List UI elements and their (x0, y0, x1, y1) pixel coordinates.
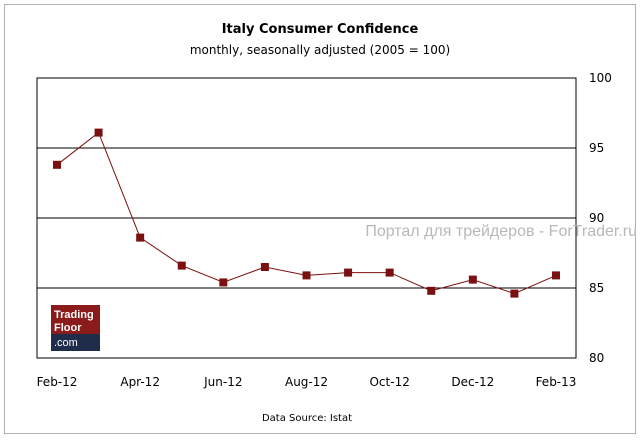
data-point-Jul-12 (260, 263, 269, 271)
data-point-Feb-13 (552, 271, 560, 280)
x-axis-ticks: Feb-12 Apr-12 Jun-12 Aug-12 Oct-12 Dec-12 Feb-… (37, 375, 577, 389)
data-point-Oct-12 (385, 268, 394, 277)
chart-title: Italy Consumer Confidence (222, 22, 419, 37)
logo-line-3: .com (54, 337, 78, 349)
x-tick-label-Apr-12: Apr-12 (120, 375, 160, 389)
y-tick-label-90: 90 (589, 211, 604, 225)
data-point-Apr-12 (136, 233, 145, 242)
y-axis-ticks: 80 85 90 95 100 (589, 71, 612, 365)
logo-bottom-block (51, 334, 100, 351)
data-point-Aug-12 (302, 271, 311, 280)
tradingfloor-logo: Trading Floor .com (51, 305, 100, 351)
x-tick-label-Feb-13: Feb-13 (536, 375, 577, 389)
y-tick-label-100: 100 (589, 71, 612, 85)
data-point-Mar-12 (94, 128, 103, 137)
y-tick-label-85: 85 (589, 281, 604, 295)
x-tick-label-Oct-12: Oct-12 (369, 375, 409, 389)
data-point-Dec-12 (468, 275, 477, 284)
gridlines (37, 147, 576, 289)
data-point-Jan-13 (510, 289, 519, 298)
series-line-0 (56, 131, 557, 295)
logo-top-block (51, 305, 100, 334)
data-point-Feb-12 (53, 160, 61, 169)
x-tick-label-Jun-12: Jun-12 (203, 375, 242, 389)
watermark-text: Портал для трейдеров - ForTrader.ru (365, 223, 637, 240)
data-point-Sep-12 (344, 268, 353, 277)
chart-subtitle: monthly, seasonally adjusted (2005 = 100… (190, 43, 450, 57)
data-point-Nov-12 (427, 286, 436, 295)
x-tick-label-Feb-12: Feb-12 (37, 375, 78, 389)
series-group (53, 128, 560, 298)
data-source-note: Data Source: Istat (262, 413, 352, 424)
x-tick-label-Dec-12: Dec-12 (451, 375, 494, 389)
y-tick-label-95: 95 (589, 141, 604, 155)
y-tick-label-80: 80 (589, 351, 604, 365)
logo-line-1: Trading (54, 309, 94, 321)
chart-frame (4, 4, 636, 434)
data-point-Jun-12 (219, 278, 228, 287)
data-point-May-12 (177, 261, 186, 270)
x-tick-label-Aug-12: Aug-12 (285, 375, 328, 389)
logo-line-2: Floor (54, 322, 82, 334)
